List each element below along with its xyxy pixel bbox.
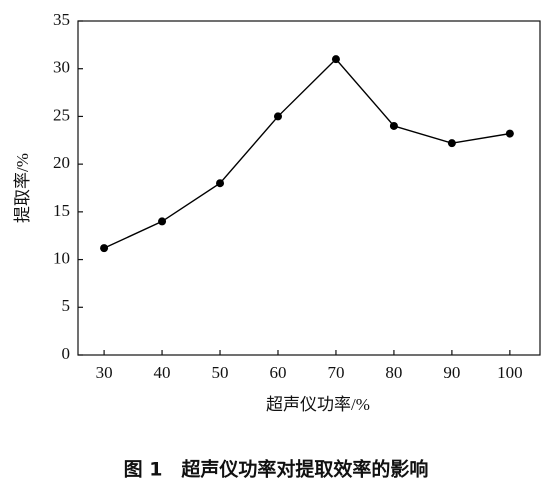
x-tick-label: 60 xyxy=(269,363,286,382)
x-tick-label: 90 xyxy=(443,363,460,382)
x-tick-label: 100 xyxy=(497,363,523,382)
marker xyxy=(505,129,514,138)
x-tick-label: 50 xyxy=(212,363,229,382)
marker xyxy=(158,217,167,226)
y-tick-label: 20 xyxy=(53,153,70,172)
y-tick-label: 15 xyxy=(53,201,70,220)
y-tick-label: 0 xyxy=(62,344,71,363)
x-tick-label: 80 xyxy=(385,363,402,382)
marker xyxy=(100,244,109,253)
chart-title: 图 1 超声仪功率对提取效率的影响 xyxy=(124,458,429,481)
x-axis-label: 超声仪功率/% xyxy=(266,395,370,414)
marker xyxy=(273,112,282,121)
line xyxy=(103,58,510,249)
y-tick-label: 35 xyxy=(53,10,70,29)
y-tick-label: 10 xyxy=(53,248,70,267)
y-tick-label: 5 xyxy=(62,296,71,315)
y-tick-label: 30 xyxy=(53,58,70,77)
x-tick-label: 30 xyxy=(96,363,113,382)
x-tick-label: 40 xyxy=(154,363,171,382)
marker xyxy=(389,121,398,130)
y-axis-label: 提取率/% xyxy=(13,153,32,223)
marker xyxy=(216,179,225,188)
marker xyxy=(447,139,456,148)
plot-frame xyxy=(77,20,541,356)
y-tick-label: 25 xyxy=(53,105,70,124)
x-tick-label: 70 xyxy=(327,363,344,382)
marker xyxy=(331,55,340,64)
